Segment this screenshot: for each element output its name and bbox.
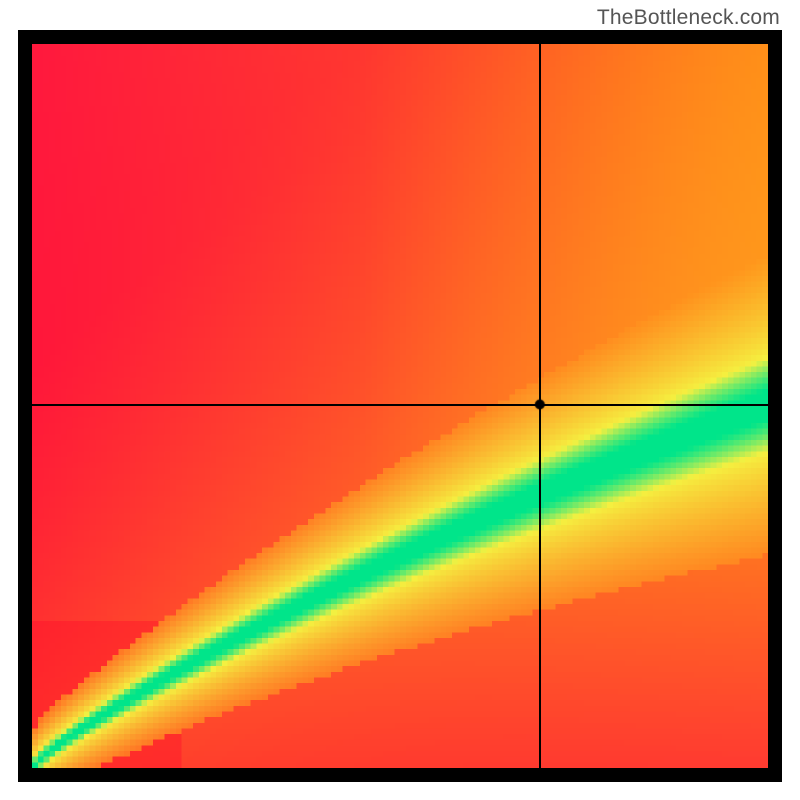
watermark-text: TheBottleneck.com	[597, 6, 780, 30]
crosshair-dot	[0, 0, 800, 800]
chart-container: { "watermark": { "text": "TheBottleneck.…	[0, 0, 800, 800]
